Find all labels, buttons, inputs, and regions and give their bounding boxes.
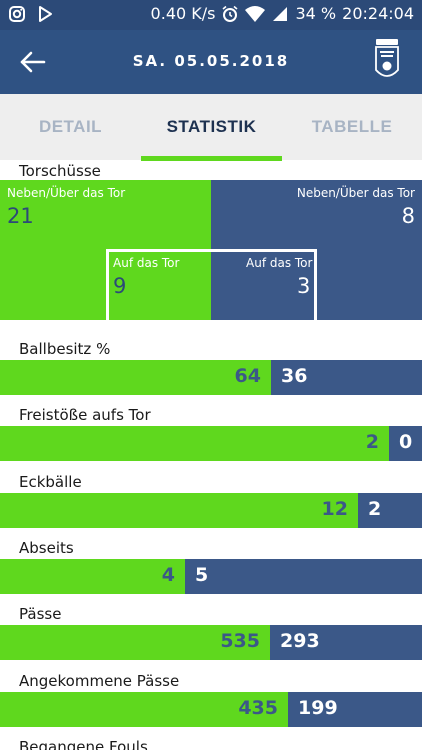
away-stat-bar [271,360,422,395]
home-stat-value: 12 [321,498,348,520]
active-tab-indicator [141,156,282,161]
away-stat-bar [185,559,422,594]
home-stat-bar [0,360,271,395]
away-stat-value: 0 [399,431,413,453]
home-stat-value: 64 [234,365,261,387]
away-stat-value: 36 [281,365,308,387]
stat-label: Begangene Fouls [19,738,148,750]
stat-label: Abseits [19,539,74,557]
away-off-target-label: Neben/Über das Tor [296,186,415,200]
away-stat-value: 2 [368,498,382,520]
tab-statistik[interactable]: STATISTIK [166,117,257,136]
home-stat-value: 4 [161,564,175,586]
instagram-icon [9,6,25,22]
away-stat-value: 199 [298,697,338,719]
away-stat-value: 293 [280,630,320,652]
stat-label: Pässe [19,605,62,623]
shots-section-title: Torschüsse [19,162,101,180]
home-off-target-label: Neben/Über das Tor [7,186,126,200]
arrow-left-icon[interactable] [18,48,48,76]
stat-label: Eckbälle [19,473,82,491]
home-stat-value: 2 [365,431,379,453]
home-stat-bar [0,493,358,528]
stat-label: Ballbesitz % [19,340,111,358]
away-on-target-value: 3 [297,274,311,298]
away-stat-value: 5 [195,564,209,586]
home-off-target-value: 21 [7,204,34,228]
home-stat-value: 535 [220,630,260,652]
away-stat-bar [270,625,422,660]
tab-bar: DETAIL STATISTIK TABELLE [0,94,422,161]
tab-tabelle[interactable]: TABELLE [311,117,393,136]
away-off-target-value: 8 [401,204,415,228]
home-stat-value: 435 [238,697,278,719]
stat-label: Angekommene Pässe [19,672,180,690]
tab-detail[interactable]: DETAIL [38,117,103,136]
stat-label: Freistöße aufs Tor [19,406,151,424]
home-stat-bar [0,559,185,594]
wifi-icon [245,5,266,22]
status-bar: 0.40 K/s 34 % 20:24:04 [0,0,422,30]
app-bar: SA. 05.05.2018 [0,30,422,94]
network-speed: 0.40 K/s [150,4,216,23]
away-on-target-label: Auf das Tor [246,256,313,270]
alarm-icon [222,5,238,22]
signal-icon [273,6,288,21]
home-stat-bar [0,625,270,660]
play-store-icon [39,6,52,22]
clock: 20:24:04 [342,4,414,23]
away-stat-bar [389,426,422,461]
home-stat-bar [0,692,288,727]
away-stat-bar [358,493,422,528]
match-date-title: SA. 05.05.2018 [132,52,290,70]
home-stat-bar [0,426,389,461]
away-stat-bar [288,692,422,727]
on-target-box [106,249,317,321]
bundesliga-logo [375,39,399,77]
battery-level: 34 % [295,4,337,23]
home-on-target-label: Auf das Tor [113,256,180,270]
home-on-target-value: 9 [113,274,127,298]
